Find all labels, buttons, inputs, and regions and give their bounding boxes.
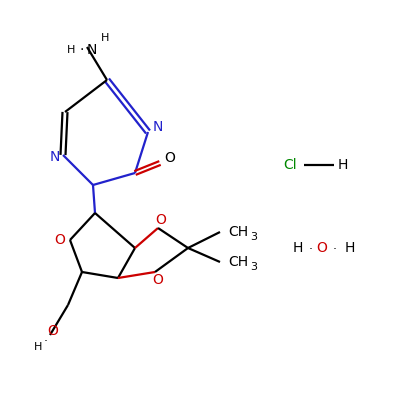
Text: CH: CH	[228, 255, 248, 269]
Text: O: O	[316, 241, 328, 255]
Text: H: H	[293, 241, 303, 255]
Text: 3: 3	[250, 232, 257, 242]
Text: 3: 3	[250, 262, 257, 272]
Text: N: N	[153, 120, 163, 134]
Text: O: O	[54, 233, 66, 247]
Text: ·: ·	[333, 244, 337, 256]
Text: ·: ·	[44, 336, 48, 348]
Text: H: H	[67, 45, 75, 55]
Text: H: H	[345, 241, 355, 255]
Text: CH: CH	[228, 225, 248, 239]
Text: N: N	[87, 43, 97, 57]
Text: O: O	[152, 273, 164, 287]
Text: ·: ·	[309, 244, 313, 256]
Text: O: O	[156, 213, 166, 227]
Text: Cl: Cl	[283, 158, 297, 172]
Text: ·: ·	[80, 43, 84, 57]
Text: O: O	[48, 324, 58, 338]
Text: N: N	[50, 150, 60, 164]
Text: H: H	[34, 342, 42, 352]
Text: O: O	[164, 151, 176, 165]
Text: H: H	[338, 158, 348, 172]
Text: H: H	[101, 33, 109, 43]
